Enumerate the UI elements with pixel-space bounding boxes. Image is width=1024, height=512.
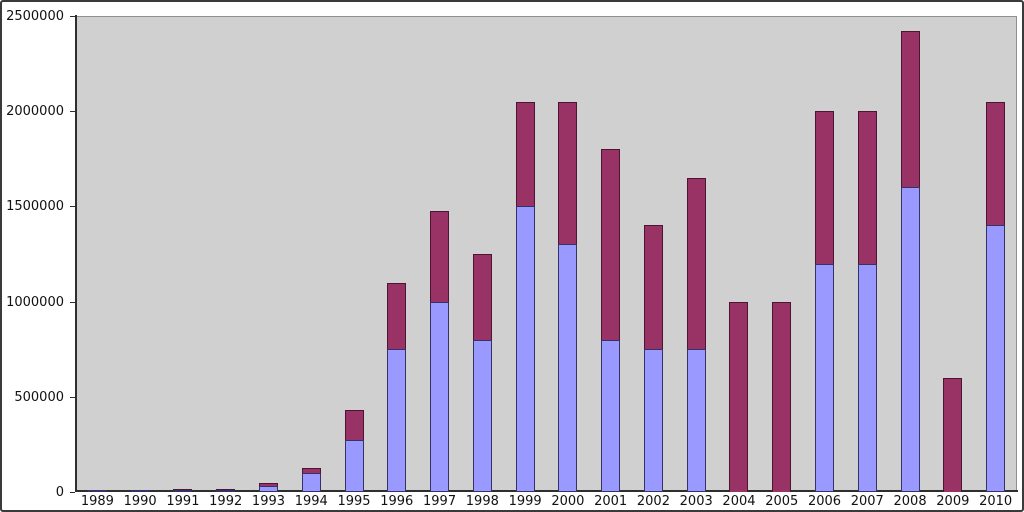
- bar-stack-1992: [216, 488, 236, 492]
- bar-segment-bottom-2003: [686, 349, 706, 492]
- bar-segment-bottom-2001: [601, 339, 621, 492]
- y-axis-tick-mark: [70, 492, 75, 493]
- x-axis-tick-label: 2008: [893, 494, 927, 509]
- bar-segment-bottom-1995: [344, 439, 364, 492]
- x-axis-tick-label: 1990: [123, 494, 157, 509]
- bar-stack-1994: [301, 468, 321, 492]
- bar-stack-2002: [643, 225, 663, 492]
- bar-segment-bottom-1994: [301, 472, 321, 492]
- bar-segment-bottom-2010: [986, 225, 1006, 492]
- x-axis-tick-label: 1999: [508, 494, 542, 509]
- x-axis-tick-label: 2009: [936, 494, 970, 509]
- bar-segment-top-1998: [472, 254, 492, 340]
- bar-segment-top-2004: [729, 301, 749, 492]
- x-axis-tick-label: 2006: [807, 494, 842, 509]
- bar-segment-bottom-2008: [900, 187, 920, 492]
- x-axis-tick-label: 1992: [209, 494, 243, 509]
- bar-segment-bottom-2007: [857, 263, 877, 492]
- bar-segment-bottom-2000: [558, 244, 578, 492]
- bar-stack-1995: [344, 410, 364, 492]
- bar-stack-1991: [173, 488, 193, 492]
- bar-segment-top-1991: [173, 488, 193, 490]
- bar-segment-top-2002: [643, 225, 663, 350]
- bar-segment-bottom-1998: [472, 339, 492, 492]
- bar-stack-2001: [601, 149, 621, 492]
- y-axis-tick-label: 1500000: [6, 199, 64, 215]
- bar-stack-1989: [87, 489, 107, 492]
- x-axis-tick-label: 2003: [679, 494, 713, 509]
- bar-segment-top-2009: [943, 377, 963, 492]
- bar-stack-2003: [686, 177, 706, 492]
- bar-stack-2006: [815, 111, 835, 492]
- x-axis-line: [75, 490, 1018, 492]
- bar-stack-1998: [472, 254, 492, 492]
- y-axis-tick-mark: [70, 396, 75, 398]
- bar-segment-top-1997: [430, 211, 450, 302]
- bar-segment-bottom-1996: [387, 349, 407, 492]
- bar-segment-top-2005: [772, 301, 792, 492]
- bar-segment-top-1994: [301, 468, 321, 473]
- y-axis-tick-label: 2000000: [6, 104, 64, 120]
- bar-stack-2010: [986, 101, 1006, 492]
- bar-segment-bottom-1993: [258, 486, 278, 492]
- bar-segment-top-2008: [900, 31, 920, 188]
- bar-stack-1996: [387, 282, 407, 492]
- y-axis-tick-label: 0: [55, 485, 64, 500]
- bar-stack-2009: [943, 377, 963, 492]
- bar-stack-1997: [430, 211, 450, 492]
- x-axis-tick-label: 2000: [551, 494, 585, 509]
- bar-segment-top-1999: [515, 101, 535, 207]
- bar-segment-top-1995: [344, 410, 364, 440]
- bar-segment-bottom-2006: [815, 263, 835, 492]
- y-axis-tick-label: 1000000: [6, 294, 64, 310]
- bar-segment-top-1992: [216, 488, 236, 490]
- y-axis-tick-label: 500000: [14, 389, 64, 405]
- x-axis-tick-label: 2002: [636, 494, 670, 509]
- bar-stack-2007: [857, 111, 877, 492]
- x-axis-tick-label: 2007: [850, 494, 884, 509]
- y-axis-tick-mark: [70, 111, 75, 113]
- bar-segment-bottom-1992: [216, 489, 236, 492]
- bar-stack-1990: [130, 489, 150, 492]
- bar-stack-2004: [729, 301, 749, 492]
- bar-segment-top-1996: [387, 282, 407, 350]
- x-axis-tick-label: 1994: [294, 494, 328, 509]
- bar-segment-bottom-1989: [87, 489, 107, 492]
- x-axis-tick-label: 1993: [251, 494, 286, 509]
- bar-segment-bottom-2002: [643, 349, 663, 492]
- bar-segment-bottom-1999: [515, 206, 535, 492]
- bar-stack-2000: [558, 101, 578, 492]
- bar-segment-top-2006: [815, 111, 835, 264]
- bar-segment-top-2000: [558, 101, 578, 245]
- x-axis-tick-label: 2010: [979, 494, 1013, 509]
- bar-segment-bottom-1990: [130, 489, 150, 492]
- x-axis-tick-label: 1991: [166, 494, 200, 509]
- x-axis-tick-label: 1998: [465, 494, 499, 509]
- bar-stack-2005: [772, 301, 792, 492]
- y-axis-tick-label: 2500000: [6, 9, 64, 24]
- x-axis-tick-label: 1989: [80, 494, 114, 509]
- bar-stack-1999: [515, 101, 535, 492]
- bar-segment-top-2010: [986, 101, 1006, 226]
- x-axis-tick-label: 1996: [380, 494, 414, 509]
- y-axis-line: [75, 15, 77, 492]
- bar-segment-top-2003: [686, 177, 706, 350]
- y-axis-tick-mark: [70, 301, 75, 303]
- x-axis-tick-label: 2004: [722, 494, 756, 509]
- x-axis-tick-label: 1997: [423, 494, 457, 509]
- y-axis-tick-mark: [70, 206, 75, 208]
- y-axis-tick-mark: [70, 16, 75, 17]
- bar-segment-bottom-1991: [173, 489, 193, 492]
- bar-segment-top-1993: [258, 483, 278, 487]
- bar-stack-2008: [900, 31, 920, 492]
- x-axis-tick-label: 1995: [337, 494, 371, 509]
- bar-segment-top-2007: [857, 111, 877, 264]
- x-axis-tick-label: 2005: [765, 494, 799, 509]
- bar-stack-1993: [258, 483, 278, 492]
- bar-segment-bottom-1997: [430, 301, 450, 492]
- x-axis-tick-label: 2001: [594, 494, 628, 509]
- bar-segment-top-2001: [601, 149, 621, 340]
